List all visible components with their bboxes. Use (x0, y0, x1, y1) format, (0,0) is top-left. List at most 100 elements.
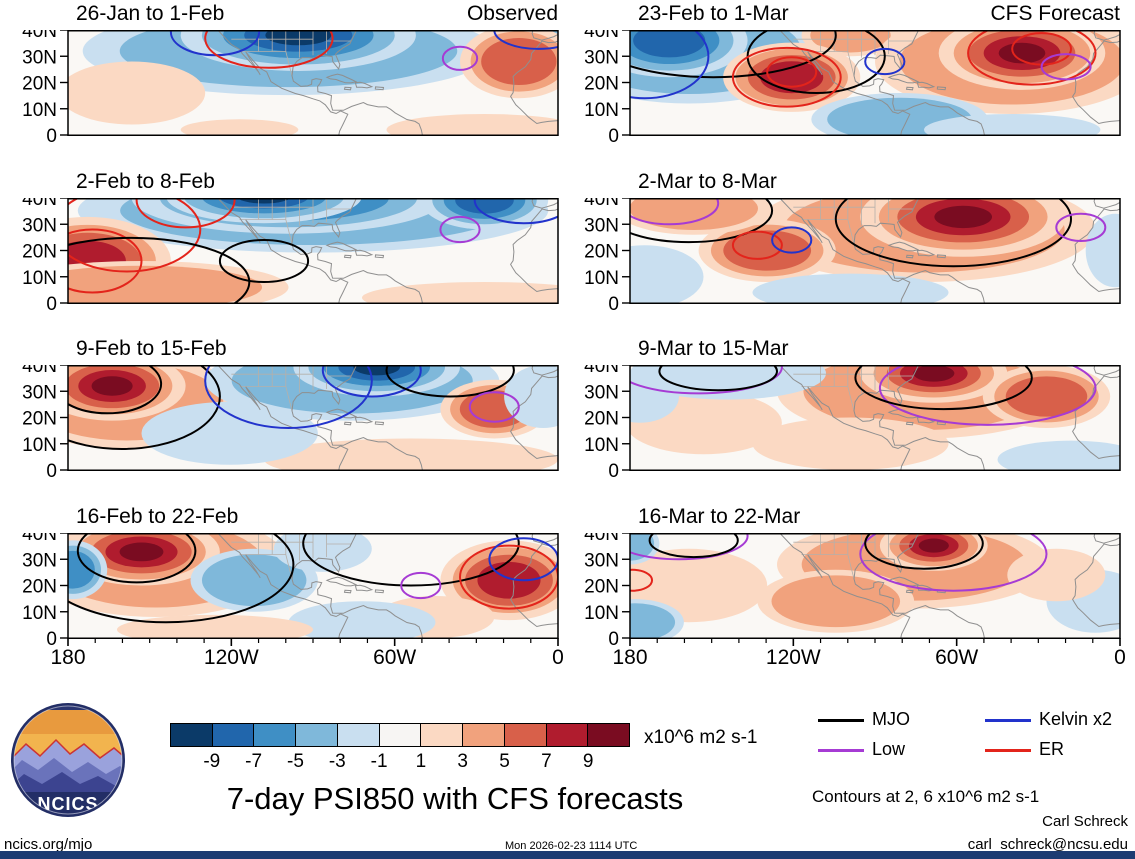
y-axis-tick-label: 10N (584, 435, 619, 456)
x-axis-labels-left: 180 120W 60W 0 (50, 646, 563, 670)
y-axis-tick-label: 20N (584, 409, 619, 430)
colorbar-tick-label: 1 (415, 751, 427, 772)
anomaly-fill-neg (141, 401, 318, 465)
panel-date-range: 2-Feb to 8-Feb (76, 170, 215, 193)
anomaly-fill-pos (998, 42, 1046, 64)
y-axis-tick-label: 30N (584, 47, 619, 68)
wave-contour-mjo (68, 533, 295, 624)
wave-contour-er (68, 198, 202, 273)
colorbar-cell (463, 724, 505, 746)
coastline (217, 30, 558, 135)
map-plot: 40N 30N 20N 10N 0 (584, 198, 1121, 315)
colorbar-tick-label: -3 (328, 751, 346, 772)
map-panel: 23-Feb to 1-Mar CFS Forecast 40N 30N 20N 10… (574, 2, 1126, 148)
colorbar (170, 723, 630, 747)
y-axis-tick-label: 20N (584, 577, 619, 598)
map-plot: 40N 30N 20N 10N 0 (22, 198, 559, 315)
wave-contour-low (400, 571, 442, 600)
anomaly-fill-neg (1085, 213, 1120, 288)
wave-contour-mjo (648, 533, 739, 559)
legend-label-low: Low (872, 739, 906, 759)
anomaly-fill-neg (353, 365, 401, 376)
state-borders (231, 198, 351, 244)
map-field (68, 533, 558, 638)
wave-contour-kelvin (473, 198, 558, 225)
legend-label-er: ER (1039, 739, 1065, 759)
y-axis-tick-label: 40N (22, 198, 57, 210)
map-plot: 40N 30N 20N 10N 0 (584, 30, 1121, 147)
colorbar-tick-label: 5 (499, 751, 510, 772)
colorbar-cell (546, 724, 589, 746)
wave-contour-mjo (834, 198, 1072, 268)
colorbar-tick-label: -7 (245, 751, 263, 772)
wave-contour-kelvin (493, 30, 558, 50)
anomaly-fill-pos (630, 198, 758, 231)
legend-line-low (818, 749, 864, 752)
anomaly-fill-neg (997, 440, 1120, 470)
panel-date-range: 16-Mar to 22-Mar (638, 505, 801, 528)
y-axis-tick-label: 40N (584, 198, 619, 210)
y-axis-tick-label: 10N (22, 603, 57, 624)
wave-contour-er (967, 30, 1097, 86)
anomaly-fill-pos (913, 365, 955, 382)
state-borders (793, 198, 913, 244)
map-panel: 26-Jan to 1-Feb Observed 40N 30N 20N 10N 0 (12, 2, 564, 148)
wave-contour-mjo (658, 365, 778, 392)
coastline (217, 533, 558, 638)
coastline (779, 198, 1120, 303)
y-axis-tick-label: 20N (22, 409, 57, 430)
author-credit: Carl Schreck (1042, 813, 1128, 830)
website-link: ncics.org/mjo (4, 836, 93, 853)
map-field (68, 30, 558, 135)
anomaly-fill-pos (117, 614, 313, 638)
anomaly-fill-neg (273, 533, 372, 572)
wave-contour-kelvin (488, 537, 558, 582)
colorbar-tick-label: 3 (457, 751, 469, 772)
contours-note: Contours at 2, 6 x10^6 m2 s-1 (812, 787, 1040, 806)
wave-contour-mjo (68, 236, 251, 303)
anomaly-fill-pos (119, 542, 164, 562)
x-axis-tick-label: 60W (373, 646, 417, 669)
x-axis-tick-label: 0 (1114, 646, 1126, 669)
bottom-accent-bar (0, 851, 1135, 859)
y-axis-tick-label: 30N (584, 550, 619, 571)
wave-contour-mjo (630, 198, 774, 244)
wave-contour-mjo (302, 533, 520, 587)
colorbar-cell (504, 724, 547, 746)
map-plot: 40N 30N 20N 10N 0 (584, 365, 1121, 482)
wave-contour-mjo (76, 533, 197, 584)
panel-date-range: 2-Mar to 8-Mar (638, 170, 777, 193)
x-axis-tick-label: 60W (935, 646, 979, 669)
colorbar-cell (212, 724, 255, 746)
colorbar-cell (254, 724, 297, 746)
x-axis-tick-label: 120W (765, 646, 821, 669)
anomaly-fill-pos (481, 37, 557, 86)
y-axis-tick-label: 10N (584, 268, 619, 289)
anomaly-fill-neg (924, 114, 1101, 135)
wave-contour-kelvin (864, 47, 906, 76)
wave-contour-er (459, 544, 558, 610)
y-axis-tick-label: 0 (608, 126, 619, 147)
state-borders (793, 365, 913, 411)
anomaly-fill-pos (386, 114, 558, 135)
colorbar-cell (171, 724, 213, 746)
wave-contour-kelvin (204, 365, 373, 429)
y-axis-tick-label: 30N (22, 47, 57, 68)
state-borders (231, 365, 351, 411)
y-axis-tick-label: 30N (22, 550, 57, 571)
map-panel: 2-Feb to 8-Feb 40N 30N 20N 10N 0 (12, 170, 564, 316)
anomaly-fill-pos (723, 230, 812, 271)
anomaly-fill-pos (771, 575, 901, 628)
y-axis-tick-label: 20N (22, 242, 57, 263)
column-heading-forecast: CFS Forecast (990, 2, 1120, 25)
y-axis-tick-label: 10N (22, 100, 57, 121)
anomaly-fill-pos (1007, 548, 1106, 602)
panel-date-range: 23-Feb to 1-Mar (638, 2, 789, 25)
coastline (217, 198, 558, 303)
legend-label-mjo: MJO (872, 709, 910, 729)
map-plot: 40N 30N 20N 10N 0 (22, 30, 559, 147)
wave-contour-low (1055, 212, 1107, 243)
anomaly-fill-neg (630, 245, 704, 303)
y-axis-tick-label: 0 (608, 461, 619, 482)
